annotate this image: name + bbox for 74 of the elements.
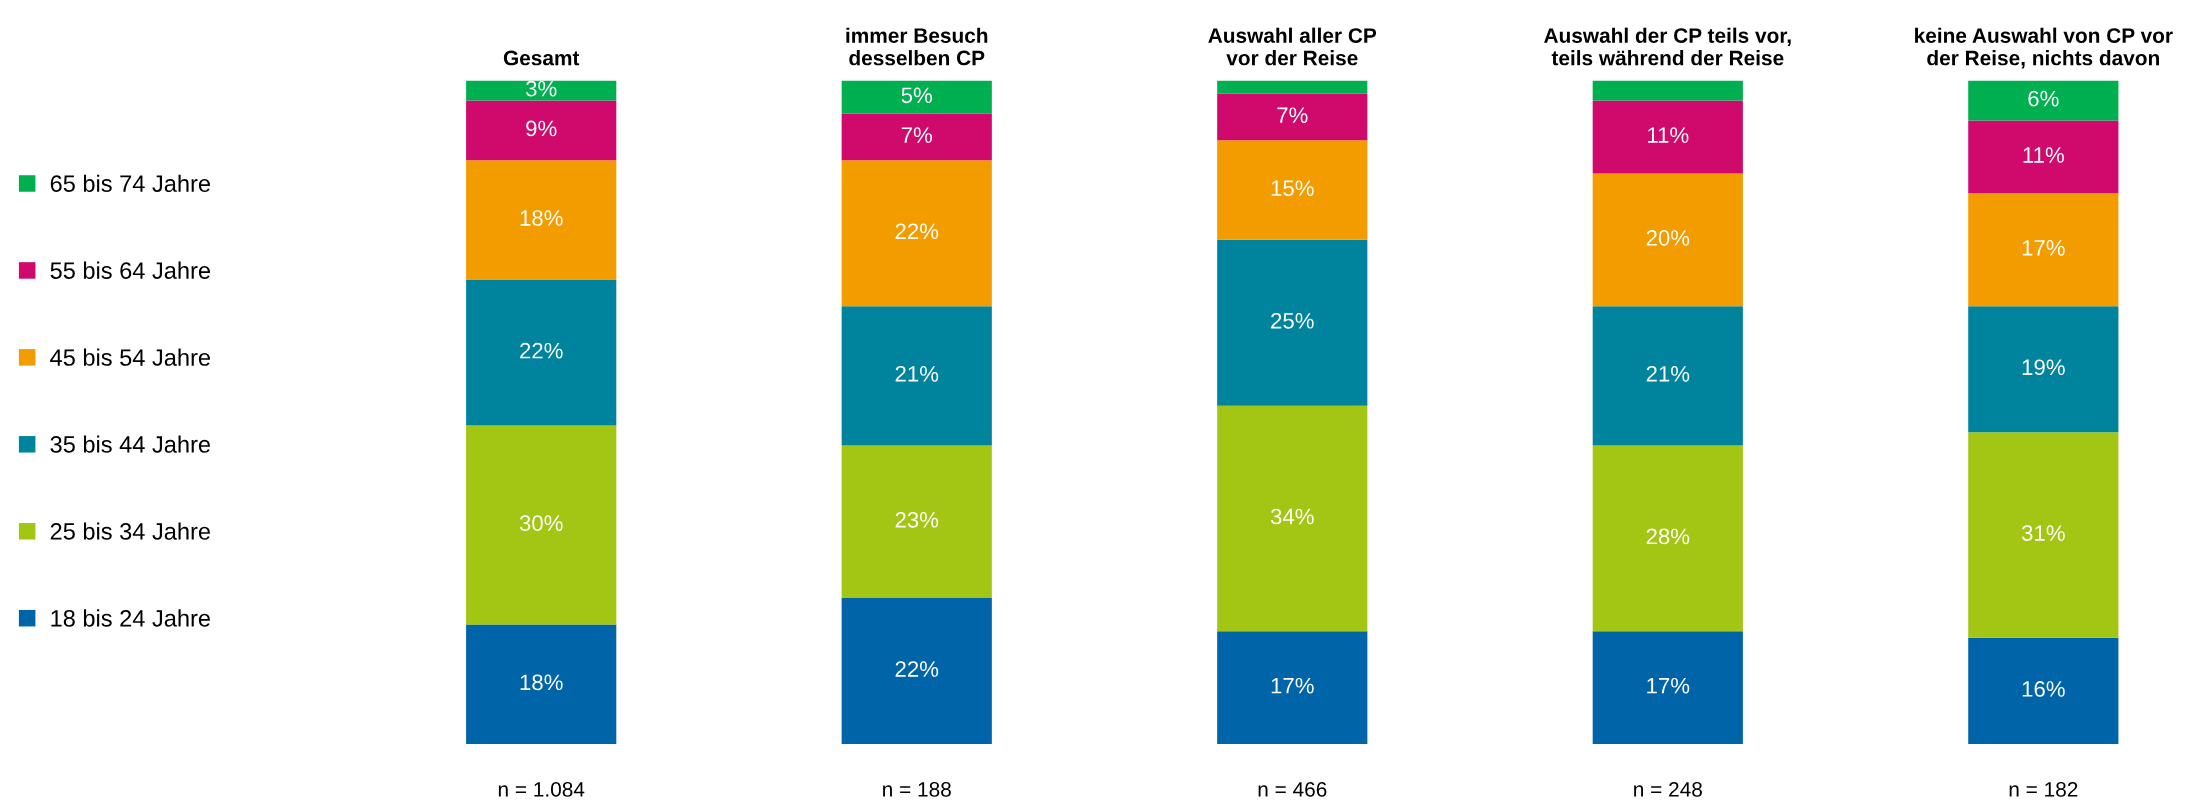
bar [466,279,617,426]
bar [1592,445,1743,632]
data-label: 11% [1648,127,1689,143]
legend-label: 35 bis 44 Jahre [50,435,210,453]
x-tick-label: immer Besuch desselben CP [846,27,988,66]
data-label: 18% [520,210,563,226]
bar [1592,306,1743,446]
legend-label: 25 bis 34 Jahre [50,522,210,540]
x-tick-label: Auswahl aller CP vor der Reise [1208,27,1377,66]
data-label: 22% [895,223,939,240]
bar [1217,93,1368,141]
data-label: 22% [520,342,563,359]
data-label: 16% [2022,681,2065,697]
bar [1968,306,2119,433]
bar [466,425,617,625]
data-label: 17% [1271,677,1314,694]
data-label: 25% [1271,312,1314,329]
data-label: 15% [1271,180,1314,197]
legend-label: 65 bis 74 Jahre [50,174,210,192]
data-label: 31% [2021,525,2065,541]
bar [841,445,992,598]
bar [1217,631,1368,744]
bar [841,598,992,744]
data-label: 9% [526,120,557,137]
legend-label: 45 bis 54 Jahre [50,348,210,366]
bar [1968,120,2119,194]
bar [1968,80,2119,121]
data-label: 20% [1646,230,1690,246]
text: n = 188 [883,782,951,797]
data-label: 5% [901,87,932,104]
data-label: 21% [1646,366,1690,382]
data-label: 17% [2022,240,2065,256]
legend-label: 18 bis 24 Jahre [51,609,210,627]
bar [466,160,617,280]
bar [1217,140,1368,240]
data-label: 22% [895,661,939,677]
data-label: 23% [895,511,939,528]
x-tick-label: Gesamt [503,50,580,66]
data-label: 7% [1277,107,1308,123]
data-label: 28% [1646,528,1690,545]
bar [1968,193,2119,307]
bar [1592,100,1743,174]
data-label: 34% [1270,508,1314,525]
bar [1592,631,1743,744]
data-label: 7% [901,127,932,143]
bar [841,160,992,307]
bar [1217,239,1368,406]
data-label: 19% [2022,359,2065,376]
bar [841,113,992,161]
x-tick-label: Auswahl der CP teils vor, teils während der Reise [1544,27,1791,66]
bar [1592,173,1743,307]
bar [841,306,992,446]
data-label: 18% [520,674,563,691]
bar [1217,405,1368,632]
text: n = 1.084 [498,782,585,797]
bar [1968,432,2119,638]
bar [1217,80,1368,94]
text: n = 182 [2009,782,2078,797]
text: n = 466 [1258,782,1327,797]
data-label: 6% [2028,90,2059,107]
bar [466,80,617,101]
data-label: 21% [895,366,939,382]
legend-label: 55 bis 64 Jahre [50,261,210,279]
bar [1592,80,1743,101]
data-label: 3% [525,80,557,97]
data-label: 30% [519,515,563,531]
bar [466,100,617,161]
bar [466,624,617,744]
data-label: 11% [2023,147,2064,163]
bar [841,80,992,114]
data-label: 17% [1647,677,1690,694]
x-tick-label: keine Auswahl von CP vor der Reise, nichts davon [1915,27,2173,69]
bar [1968,637,2119,744]
text: n = 248 [1634,782,1702,797]
